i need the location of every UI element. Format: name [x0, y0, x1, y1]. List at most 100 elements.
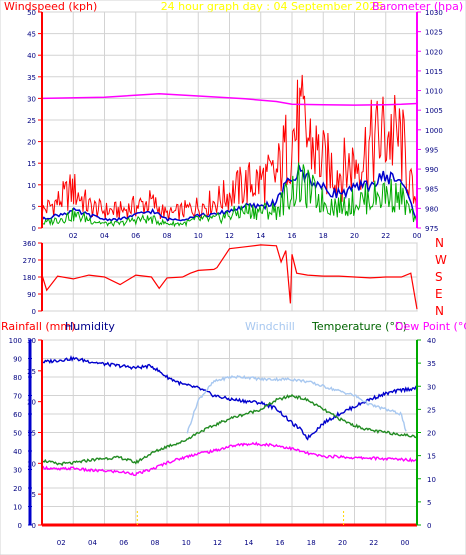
series-line	[41, 441, 418, 477]
series-line	[41, 74, 418, 222]
temp-tick-label: 5	[427, 499, 431, 507]
rain-tick-label: 0	[32, 522, 36, 530]
x-tick-label: 08	[151, 539, 160, 547]
y2-tick-label: 995	[425, 146, 438, 154]
y2-tick-label: 1000	[425, 127, 443, 135]
x-tick-label: 22	[381, 232, 390, 240]
y2-tick-label: 990	[425, 166, 438, 174]
series-line	[41, 244, 418, 310]
x-tick-label: 12	[225, 232, 234, 240]
rain-tick-label: 20	[27, 399, 36, 407]
windspeed-axis-label: Windspeed (kph)	[4, 0, 97, 13]
temperature-panel-series	[41, 355, 418, 527]
y2-tick-label: 1010	[425, 88, 443, 96]
humidity-tick-label: 80	[13, 374, 22, 382]
temp-tick-label: 30	[427, 383, 436, 391]
x-tick-label: 06	[119, 539, 128, 547]
temp-tick-label: 0	[427, 522, 431, 530]
dewpoint-axis-label: Dew Point (°C)	[395, 320, 466, 333]
x-tick-label: 00	[401, 539, 410, 547]
y-tick-label: 25	[27, 117, 36, 125]
humidity-tick-label: 60	[13, 411, 22, 419]
y-tick-label: 0	[32, 308, 36, 316]
y-tick-label: 45	[27, 31, 36, 39]
rain-tick-label: 25	[27, 368, 36, 376]
y-tick-label: 30	[27, 95, 36, 103]
y2-tick-label: 1015	[425, 68, 443, 76]
y2-tick-label: 1030	[425, 9, 443, 17]
temp-tick-label: 40	[427, 337, 436, 345]
x-tick-label: 06	[131, 232, 140, 240]
series-line	[42, 393, 418, 467]
x-tick-label: 00	[413, 232, 422, 240]
x-tick-label: 16	[276, 539, 285, 547]
y-tick-label: 90	[27, 291, 36, 299]
direction-panel-axes: 0 N 90 E 180 S 270 W 360 N	[23, 236, 447, 318]
temp-tick-label: 10	[427, 476, 436, 484]
wind-panel-series	[41, 74, 418, 228]
temp-tick-label: 20	[427, 430, 436, 438]
humidity-axis-label: Humidity	[65, 320, 115, 333]
series-line	[41, 162, 418, 228]
y2-tick-label: 1025	[425, 29, 443, 37]
compass-label: N	[435, 304, 444, 318]
y2-tick-label: 1020	[425, 48, 443, 56]
y-tick-label: 40	[27, 52, 36, 60]
x-tick-label: 02	[69, 232, 78, 240]
humidity-tick-label: 20	[13, 485, 22, 493]
rain-tick-label: 5	[32, 491, 36, 499]
x-tick-label: 14	[256, 232, 265, 240]
chart-title: 24 hour graph day : 04 September 2025	[161, 0, 384, 13]
compass-label: E	[435, 287, 443, 301]
x-tick-label: 18	[307, 539, 316, 547]
temperature-panel-axes: 0102030405060708090100051015202530051015…	[9, 337, 436, 547]
temp-tick-label: 15	[427, 453, 436, 461]
y2-tick-label: 980	[425, 205, 438, 213]
humidity-tick-label: 100	[9, 337, 22, 345]
direction-panel-series	[41, 244, 418, 310]
humidity-tick-label: 30	[13, 467, 22, 475]
x-tick-label: 10	[194, 232, 203, 240]
y-tick-label: 5	[32, 203, 36, 211]
rain-tick-label: 10	[27, 460, 36, 468]
x-tick-label: 04	[88, 539, 97, 547]
humidity-tick-label: 90	[13, 356, 22, 364]
y-tick-label: 15	[27, 160, 36, 168]
y-tick-label: 360	[23, 240, 36, 248]
y-tick-label: 20	[27, 139, 36, 147]
humidity-tick-label: 40	[13, 448, 22, 456]
y-tick-label: 180	[23, 274, 36, 282]
rainfall-axis-label: Rainfall (mm)	[1, 320, 75, 333]
series-line	[41, 92, 418, 106]
barometer-axis-label: Barometer (hpa)	[372, 0, 463, 13]
x-tick-label: 02	[57, 539, 66, 547]
wind-panel-axes: 0510152025303540455097598098599099510001…	[27, 9, 443, 240]
x-tick-label: 10	[182, 539, 191, 547]
y2-tick-label: 1005	[425, 107, 443, 115]
x-tick-label: 14	[244, 539, 253, 547]
temperature-axis-label: Temperature (°C)	[311, 320, 407, 333]
x-tick-label: 08	[163, 232, 172, 240]
x-tick-label: 04	[100, 232, 109, 240]
x-tick-label: 20	[350, 232, 359, 240]
humidity-tick-label: 70	[13, 393, 22, 401]
compass-label: N	[435, 236, 444, 250]
y2-tick-label: 985	[425, 186, 438, 194]
x-tick-label: 18	[319, 232, 328, 240]
x-tick-label: 16	[288, 232, 297, 240]
temp-tick-label: 35	[427, 360, 436, 368]
temp-tick-label: 25	[427, 406, 436, 414]
humidity-tick-label: 0	[18, 522, 22, 530]
y-tick-label: 270	[23, 257, 36, 265]
humidity-tick-label: 50	[13, 430, 22, 438]
series-line	[41, 164, 418, 222]
series-line	[41, 355, 418, 441]
windchill-axis-label: Windchill	[245, 320, 295, 333]
x-tick-label: 20	[338, 539, 347, 547]
x-tick-label: 22	[369, 539, 378, 547]
x-tick-label: 12	[213, 539, 222, 547]
y-tick-label: 35	[27, 74, 36, 82]
wind-panel-grid	[42, 11, 418, 229]
series-line	[186, 374, 407, 434]
